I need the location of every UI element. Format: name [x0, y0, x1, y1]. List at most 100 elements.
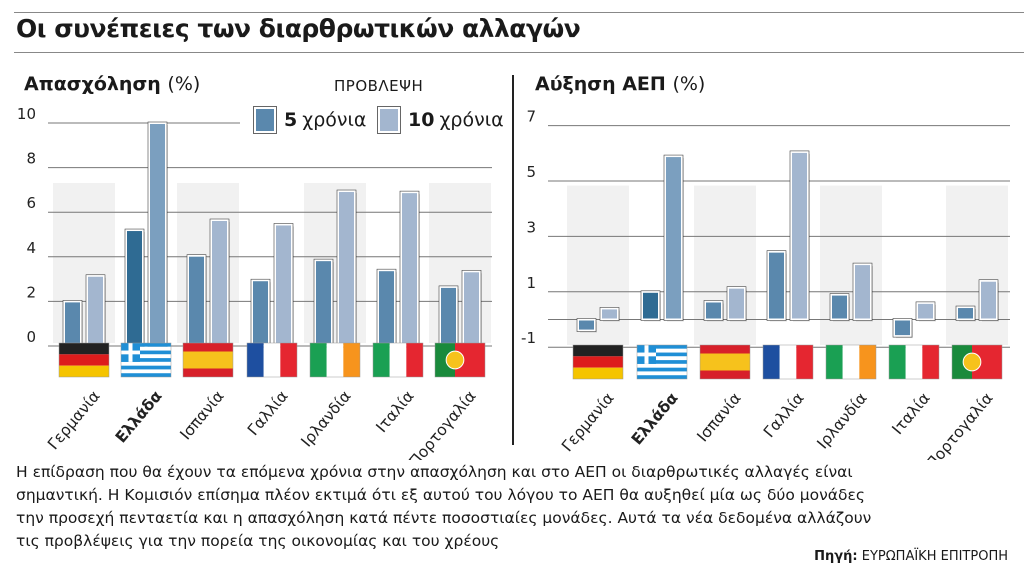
flag-stripe — [373, 343, 390, 377]
flag-stripe — [779, 345, 797, 379]
flag-stripe — [637, 371, 687, 376]
bar-5y — [956, 306, 975, 321]
flag-stripe — [59, 354, 109, 366]
italy-flag-icon — [888, 344, 940, 380]
bar-5y — [830, 293, 849, 321]
flag-stripe — [637, 363, 687, 368]
legend-swatch-5 — [253, 106, 277, 134]
france-flag-icon — [762, 344, 814, 380]
flag-border — [699, 344, 751, 380]
bar-5y — [893, 318, 912, 338]
flag-stripe — [247, 343, 264, 377]
flag-stripe — [573, 356, 623, 368]
forecast-label: ΠΡΟΒΛΕΨΗ — [334, 77, 424, 95]
legend-5-years: 5 χρόνια — [253, 106, 366, 134]
bar-10y — [337, 190, 356, 347]
bar-outline — [852, 262, 873, 321]
bar-outline — [599, 307, 620, 321]
flag-stripe — [637, 348, 687, 353]
flag-border — [58, 342, 110, 378]
flag-stripe — [922, 345, 939, 379]
bar-5y — [577, 318, 596, 332]
flag-border — [434, 342, 486, 378]
flag-stripe — [905, 345, 923, 379]
flag-stripe — [573, 345, 623, 357]
gdp-title-text: Αύξηση ΑΕΠ — [535, 73, 666, 95]
category-label: Ιρλανδία — [298, 387, 355, 450]
employment-chart: 0 2 4 6 8 10 Γερμανία Ελλάδα Ισπανία Γαλλία Ιρλανδ… — [17, 105, 492, 460]
legend-10-years: 10 χρόνια — [377, 106, 504, 134]
category-label: Ισπανία — [177, 387, 228, 443]
flag-stripe — [121, 358, 171, 362]
category-label: Γερμανία — [558, 389, 617, 455]
bar-outline — [576, 318, 597, 332]
flag-stripe — [637, 360, 687, 364]
category-label: Ελλάδα — [628, 389, 682, 448]
bar-10y — [790, 150, 809, 321]
flag-stripe — [121, 365, 171, 370]
flag-border — [572, 344, 624, 380]
flag-stripe — [263, 343, 281, 377]
category-label: Πορτογαλία — [923, 389, 997, 460]
flag-stripe — [121, 343, 171, 347]
bar-10y — [853, 263, 872, 321]
bar-10y — [979, 279, 998, 321]
category-label: Ιταλία — [373, 387, 418, 436]
france-flag-icon — [246, 342, 298, 378]
ireland-flag-icon — [309, 342, 361, 378]
germany-flag-icon — [58, 342, 110, 378]
top-rule — [14, 12, 1024, 13]
flag-stripe — [763, 345, 780, 379]
flag-stripe — [637, 375, 687, 379]
legend-10-num: 10 — [408, 109, 435, 131]
category-label: Ισπανία — [694, 389, 745, 445]
source-label: Πηγή: — [814, 549, 858, 564]
flag-stripe — [637, 367, 687, 372]
flag-border — [825, 344, 877, 380]
flag-stripe — [796, 345, 813, 379]
y-tick-label: 2 — [26, 283, 36, 301]
bar-10y — [462, 270, 481, 348]
y-tick-label: 10 — [17, 105, 36, 123]
flag-emblem — [962, 352, 982, 372]
bar-5y — [63, 300, 82, 347]
flag-stripe — [889, 345, 906, 379]
flag-stripe — [280, 343, 297, 377]
flag-stripe — [121, 354, 171, 359]
flag-stripe — [310, 343, 327, 377]
y-tick-label: 7 — [526, 108, 536, 126]
bar-outline — [726, 286, 747, 321]
bar-10y — [916, 301, 935, 321]
bar-5y — [767, 250, 786, 321]
spain-flag-icon — [699, 344, 751, 380]
bar-outline — [955, 305, 976, 321]
flag-stripe — [121, 361, 171, 366]
spain-flag-icon — [182, 342, 234, 378]
bar-outline — [915, 301, 936, 321]
y-tick-label: 1 — [526, 274, 536, 292]
page-title: Οι συνέπειες των διαρθρωτικών αλλαγών — [16, 14, 581, 43]
category-label: Ελλάδα — [112, 387, 166, 446]
bar-5y — [439, 285, 458, 347]
ireland-flag-icon — [825, 344, 877, 380]
category-label: Γερμανία — [44, 387, 103, 453]
flag-stripe — [59, 365, 109, 377]
flag-stripe — [59, 343, 109, 355]
flag-stripe — [637, 352, 687, 357]
y-tick-label: 6 — [26, 194, 36, 212]
flag-stripe — [826, 345, 843, 379]
employment-unit: (%) — [167, 73, 201, 95]
flag-border — [888, 344, 940, 380]
flag-border — [951, 344, 1003, 380]
bar-5y — [641, 290, 660, 321]
flag-stripe — [700, 353, 750, 371]
description-text: Η επίδραση που θα έχουν τα επόμενα χρόνι… — [16, 463, 872, 550]
flag-border — [182, 342, 234, 378]
bar-5y — [377, 269, 396, 347]
gdp-chart-title: Αύξηση ΑΕΠ (%) — [535, 73, 705, 95]
employment-title-text: Απασχόληση — [24, 73, 161, 95]
source-note: Πηγή: ΕΥΡΩΠΑΪΚΗ ΕΠΙΤΡΟΠΗ — [814, 549, 1008, 564]
bar-outline — [703, 300, 724, 321]
flag-border — [762, 344, 814, 380]
